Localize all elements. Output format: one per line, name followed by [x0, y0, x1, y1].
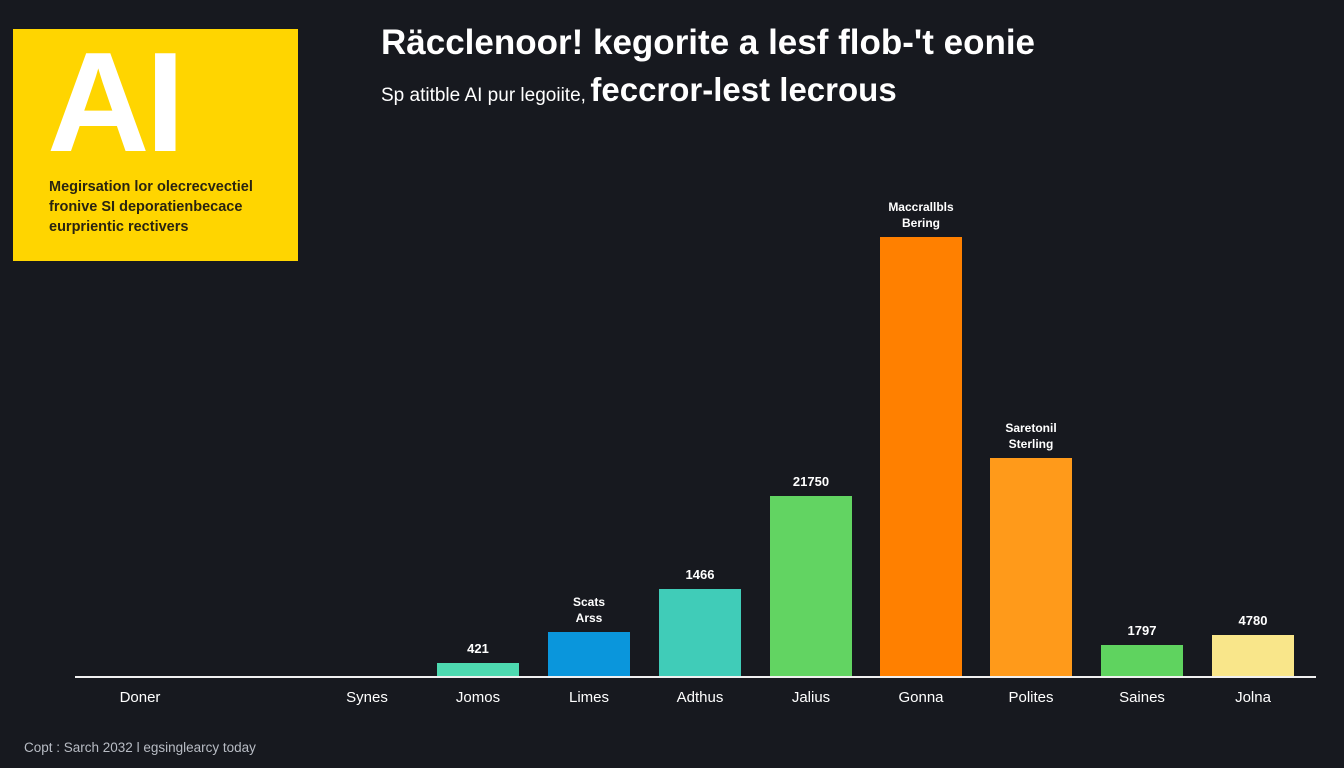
chart-title: Räcclenoor! kegorite a lesf flob-'t eoni… [381, 23, 1036, 62]
x-tick-label: Jalius [792, 689, 830, 706]
x-tick-label: Saines [1119, 689, 1165, 706]
x-tick-label: Doner [120, 689, 161, 706]
bar-limes [548, 632, 630, 677]
data-label: Scats [573, 595, 605, 609]
logo-mark: AI [47, 29, 185, 182]
bar-saines [1101, 645, 1183, 677]
chart-subtitle: Sp atitble AI pur legoiite, feccror-lest… [381, 70, 897, 117]
data-label: 1466 [686, 567, 715, 582]
data-label: Arss [576, 611, 603, 625]
x-tick-label: Adthus [677, 689, 724, 706]
data-label: 21750 [793, 474, 829, 489]
subtitle-big: feccror-lest lecrous [590, 71, 897, 108]
bar-jolna [1212, 635, 1294, 677]
data-label: 4780 [1239, 613, 1268, 628]
x-tick-label: Synes [346, 689, 388, 706]
subtitle-small: Sp atitble AI pur legoiite, [381, 85, 586, 106]
data-label: Maccrallbls [888, 200, 954, 214]
bar-jomos [437, 663, 519, 677]
data-label: 1797 [1128, 623, 1157, 638]
bar-adthus [659, 589, 741, 677]
data-label: Sterling [1009, 437, 1054, 451]
x-tick-label: Polites [1008, 689, 1053, 706]
x-tick-label: Gonna [898, 689, 944, 706]
bar-jalius [770, 496, 852, 677]
x-tick-label: Jolna [1235, 689, 1272, 706]
footer-credit: Copt : Sarch 2032 l egsinglearcy today [24, 740, 256, 755]
data-label: Saretonil [1005, 421, 1056, 435]
x-tick-label: Jomos [456, 689, 500, 706]
bar-polites [990, 458, 1072, 677]
data-label: 421 [467, 641, 489, 656]
ai-logo: AI Megirsation lor olecrecvectiel froniv… [13, 29, 298, 261]
logo-text: Megirsation lor olecrecvectiel fronive S… [49, 179, 253, 235]
bar-gonna [880, 237, 962, 677]
data-label: Bering [902, 216, 940, 230]
x-tick-label: Limes [569, 689, 609, 706]
